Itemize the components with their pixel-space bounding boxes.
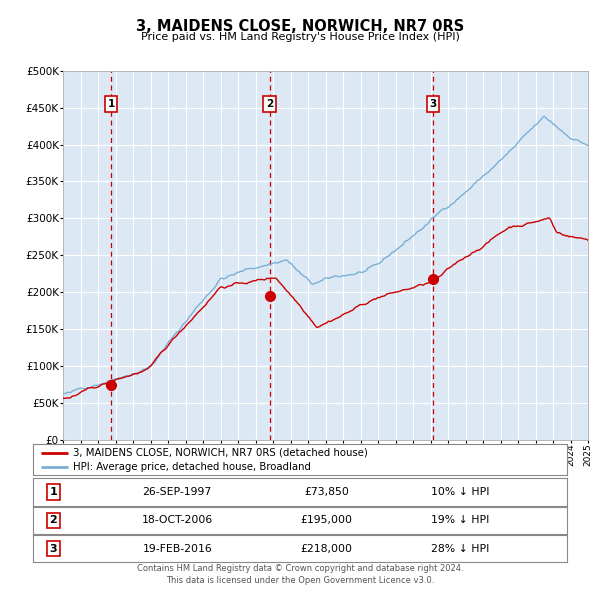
Text: 3, MAIDENS CLOSE, NORWICH, NR7 0RS (detached house): 3, MAIDENS CLOSE, NORWICH, NR7 0RS (deta… — [73, 448, 368, 458]
Text: HPI: Average price, detached house, Broadland: HPI: Average price, detached house, Broa… — [73, 461, 311, 471]
Text: 1: 1 — [49, 487, 57, 497]
Text: 2: 2 — [49, 516, 57, 525]
Text: 2: 2 — [266, 99, 273, 109]
Text: Price paid vs. HM Land Registry's House Price Index (HPI): Price paid vs. HM Land Registry's House … — [140, 32, 460, 42]
Text: £195,000: £195,000 — [301, 516, 353, 525]
Text: 3: 3 — [429, 99, 436, 109]
Text: 3: 3 — [49, 544, 57, 553]
Text: 18-OCT-2006: 18-OCT-2006 — [142, 516, 213, 525]
Text: 3, MAIDENS CLOSE, NORWICH, NR7 0RS: 3, MAIDENS CLOSE, NORWICH, NR7 0RS — [136, 19, 464, 34]
Text: Contains HM Land Registry data © Crown copyright and database right 2024.
This d: Contains HM Land Registry data © Crown c… — [137, 565, 463, 585]
Text: 28% ↓ HPI: 28% ↓ HPI — [431, 544, 490, 553]
Text: 19% ↓ HPI: 19% ↓ HPI — [431, 516, 490, 525]
Text: 26-SEP-1997: 26-SEP-1997 — [143, 487, 212, 497]
Text: 10% ↓ HPI: 10% ↓ HPI — [431, 487, 490, 497]
Text: £218,000: £218,000 — [301, 544, 353, 553]
Text: 19-FEB-2016: 19-FEB-2016 — [142, 544, 212, 553]
Text: £73,850: £73,850 — [304, 487, 349, 497]
Text: 1: 1 — [107, 99, 115, 109]
